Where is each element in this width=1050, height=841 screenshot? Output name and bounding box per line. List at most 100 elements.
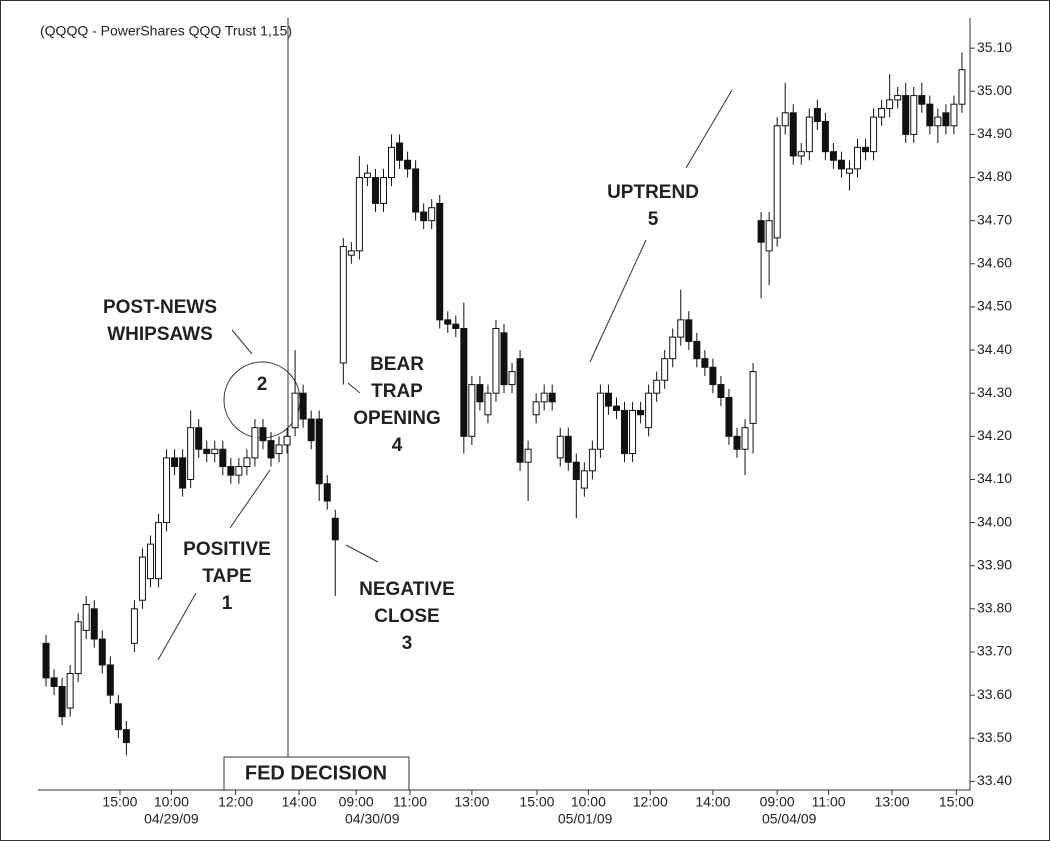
y-tick-label: 34.70: [977, 211, 1012, 227]
annotation: BEAR: [370, 354, 424, 375]
candle-body: [773, 125, 781, 239]
candle-body: [781, 112, 789, 127]
candle-body: [58, 685, 66, 718]
candle-body: [146, 543, 154, 580]
candle-body: [604, 392, 612, 407]
x-tick-label: 10:00: [571, 794, 606, 810]
y-tick-label: 34.90: [977, 125, 1012, 141]
candle-body: [452, 323, 460, 329]
candle-body: [516, 358, 524, 463]
candle-body: [420, 211, 428, 222]
candle-body: [845, 168, 853, 174]
candle-body: [388, 146, 396, 179]
candle-body: [219, 448, 227, 468]
candle-body: [203, 448, 211, 455]
y-tick-label: 34.30: [977, 384, 1012, 400]
candle-body: [572, 461, 580, 480]
candle-body: [797, 151, 805, 157]
candle-body: [878, 108, 886, 118]
y-tick-label: 33.60: [977, 686, 1012, 702]
candle-body: [813, 108, 821, 122]
candle-body: [82, 604, 90, 631]
candle-body: [910, 95, 918, 135]
candle-body: [805, 116, 813, 153]
event-label: FED DECISION: [245, 762, 387, 784]
candle-body: [950, 103, 958, 127]
pointer: [589, 239, 647, 363]
pointer-lines: [157, 89, 733, 661]
candle-body: [821, 120, 829, 153]
candle-body: [725, 397, 733, 437]
candle-body: [829, 151, 837, 161]
x-tick-label: 09:00: [760, 794, 795, 810]
y-tick-label: 33.70: [977, 643, 1012, 659]
x-tick-label: 13:00: [875, 794, 910, 810]
candle-body: [379, 177, 387, 204]
candle-body: [404, 159, 412, 170]
candle-body: [637, 409, 645, 416]
annotation: TRAP: [371, 381, 423, 402]
candle-body: [508, 371, 516, 386]
candle-body: [90, 608, 98, 640]
candle-body: [347, 250, 355, 256]
candle-body: [854, 146, 862, 170]
candle-body: [444, 319, 452, 325]
annotation: POST-NEWS: [103, 297, 217, 318]
candle-body: [331, 517, 339, 541]
chart-title: (QQQQ - PowerShares QQQ Trust 1,15): [40, 23, 292, 39]
x-tick-label: 10:00: [154, 794, 189, 810]
candle-body: [685, 319, 693, 342]
candle-body: [130, 608, 138, 644]
candle-body: [267, 440, 275, 459]
y-tick-label: 34.50: [977, 298, 1012, 314]
candle-body: [596, 392, 604, 450]
x-tick-label: 15:00: [102, 794, 137, 810]
x-tick-label: 11:00: [812, 794, 846, 810]
annotation: OPENING: [353, 408, 441, 429]
date-label: 05/01/09: [558, 811, 613, 827]
candle-body: [355, 177, 363, 252]
candle-body: [243, 457, 251, 468]
y-tick-label: 34.10: [977, 470, 1012, 486]
candle-body: [693, 340, 701, 360]
candle-body: [942, 112, 950, 127]
candle-body: [484, 392, 492, 416]
candle-body: [179, 457, 187, 489]
candle-body: [428, 207, 436, 222]
candle-body: [524, 448, 532, 463]
annotation: TAPE: [202, 566, 251, 587]
candle-body: [629, 409, 637, 455]
date-label: 04/30/09: [345, 811, 400, 827]
event-box: [223, 756, 410, 791]
pointer: [345, 544, 379, 563]
x-tick-label: 12:00: [633, 794, 668, 810]
y-tick-label: 35.00: [977, 82, 1012, 98]
candle-body: [227, 466, 235, 476]
candle-body: [460, 327, 468, 437]
candle-body: [902, 95, 910, 135]
candle-body: [163, 457, 171, 524]
candle-body: [757, 220, 765, 243]
candle-body: [155, 522, 163, 580]
pointer: [157, 592, 197, 661]
candle-body: [396, 142, 404, 161]
candle-body: [540, 392, 548, 403]
annotation: POSITIVE: [183, 539, 271, 560]
annotation: 1: [222, 593, 233, 614]
candle-body: [653, 379, 661, 394]
candle-body: [275, 444, 283, 455]
candle-body: [612, 405, 620, 411]
candle-body: [98, 638, 106, 666]
candle-body: [138, 556, 146, 601]
candle-body: [323, 483, 331, 502]
candle-body: [588, 448, 596, 472]
candle-body: [709, 366, 717, 386]
candle-body: [291, 392, 299, 429]
candle-body: [476, 384, 484, 403]
candle-body: [283, 435, 291, 446]
candle-body: [195, 427, 203, 450]
annotation: NEGATIVE: [359, 579, 455, 600]
annotation: 5: [648, 209, 659, 230]
